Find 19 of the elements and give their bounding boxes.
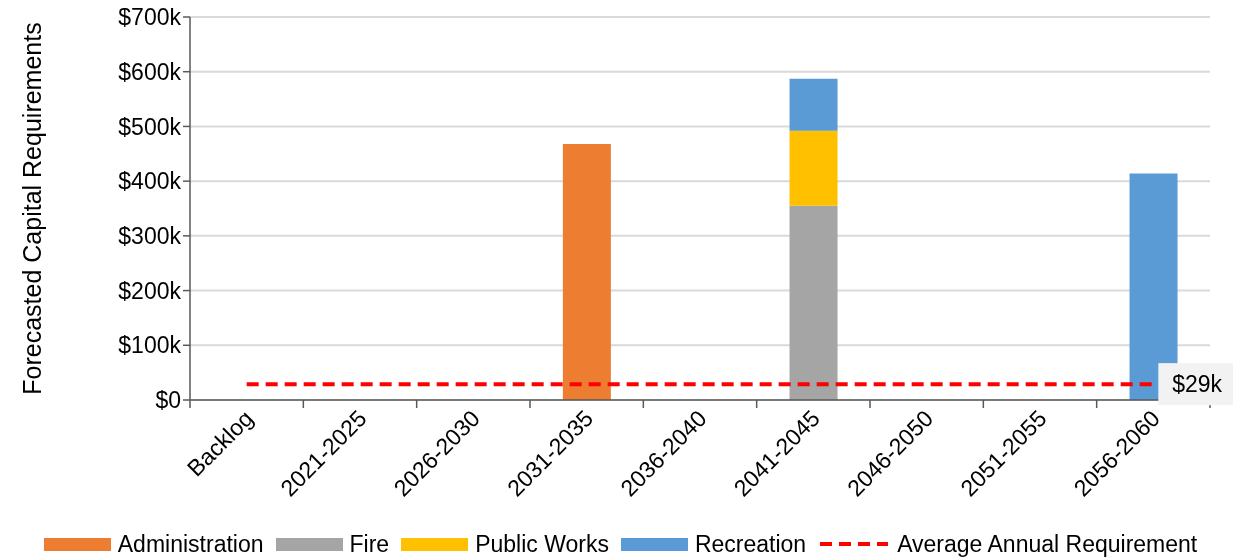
bar	[562, 143, 611, 400]
y-tick-label: $100k	[118, 332, 182, 359]
y-tick-label: $500k	[118, 113, 182, 140]
legend-label: Recreation	[694, 530, 807, 558]
legend-label: Public Works	[475, 530, 609, 558]
bar	[789, 130, 838, 206]
data-label: $29k	[1172, 371, 1223, 398]
y-tick-label: $0	[155, 387, 181, 414]
bar	[789, 205, 838, 400]
legend-label: Average Annual Requirement	[897, 530, 1198, 558]
bar	[789, 78, 838, 131]
y-axis-title: Forecasted Capital Requirements	[18, 22, 46, 395]
legend-label: Administration	[117, 530, 264, 558]
y-tick-label: $400k	[118, 168, 182, 195]
y-tick-label: $700k	[118, 4, 182, 31]
y-tick-label: $600k	[118, 58, 182, 85]
y-tick-label: $300k	[118, 223, 182, 250]
legend-label: Fire	[349, 530, 390, 558]
y-tick-label: $200k	[118, 277, 182, 304]
